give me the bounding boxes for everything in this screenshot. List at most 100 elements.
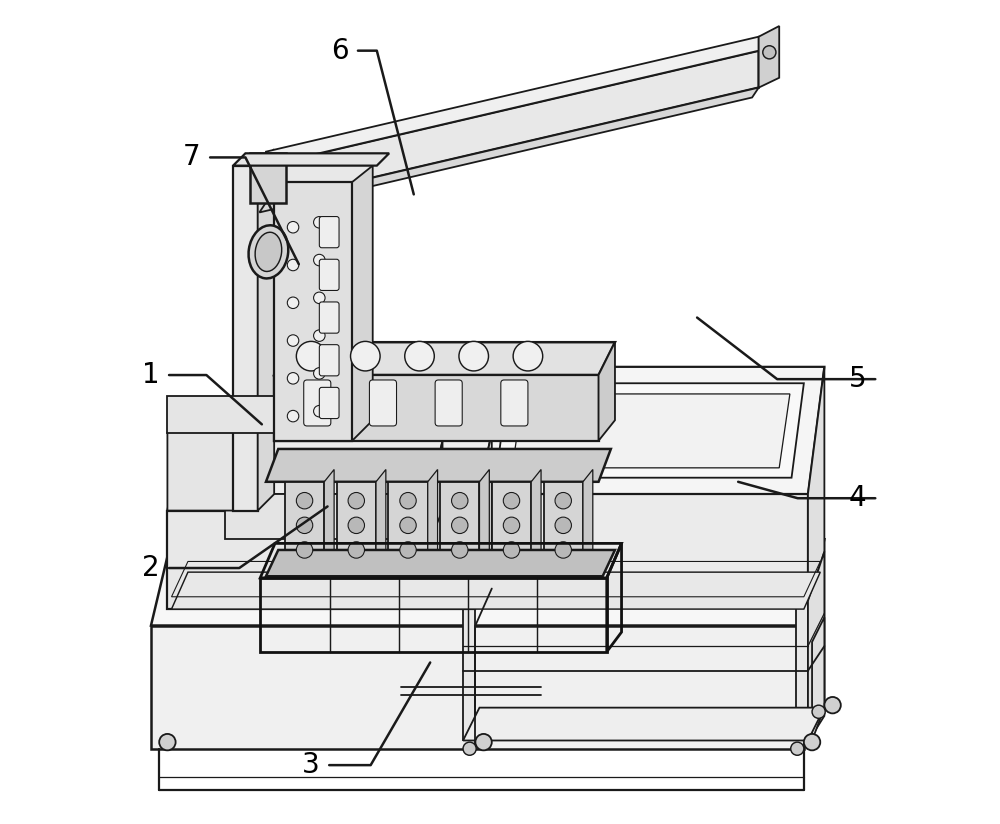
Circle shape (763, 46, 776, 59)
Circle shape (351, 341, 380, 371)
Circle shape (555, 493, 571, 509)
Circle shape (287, 372, 299, 384)
Polygon shape (376, 470, 386, 564)
Circle shape (314, 405, 325, 417)
Polygon shape (274, 182, 352, 441)
Polygon shape (544, 482, 583, 564)
Polygon shape (796, 601, 808, 741)
Circle shape (296, 517, 313, 534)
Ellipse shape (255, 232, 282, 271)
Polygon shape (266, 550, 615, 576)
Polygon shape (352, 166, 373, 441)
Polygon shape (167, 396, 274, 433)
Circle shape (503, 541, 520, 558)
Polygon shape (479, 470, 489, 564)
Text: 1: 1 (142, 361, 160, 389)
Circle shape (287, 410, 299, 422)
Circle shape (314, 368, 325, 379)
Circle shape (452, 541, 468, 558)
Polygon shape (808, 367, 824, 601)
Polygon shape (259, 87, 759, 213)
FancyBboxPatch shape (304, 380, 331, 426)
Circle shape (475, 734, 492, 751)
Polygon shape (167, 412, 233, 511)
Circle shape (296, 341, 326, 371)
Circle shape (287, 335, 299, 346)
Circle shape (804, 734, 820, 751)
Polygon shape (463, 367, 824, 494)
Circle shape (555, 541, 571, 558)
Circle shape (287, 297, 299, 308)
Circle shape (400, 541, 416, 558)
Circle shape (287, 222, 299, 233)
Polygon shape (258, 149, 274, 511)
Circle shape (513, 341, 543, 371)
Circle shape (503, 493, 520, 509)
Polygon shape (463, 494, 808, 601)
Circle shape (296, 493, 313, 509)
FancyBboxPatch shape (319, 217, 339, 248)
Text: 3: 3 (302, 751, 320, 780)
Circle shape (314, 292, 325, 303)
Circle shape (459, 341, 489, 371)
Polygon shape (250, 153, 286, 203)
Polygon shape (172, 572, 820, 609)
Polygon shape (233, 153, 389, 166)
Polygon shape (599, 342, 615, 441)
Circle shape (555, 517, 571, 534)
Circle shape (503, 517, 520, 534)
Circle shape (159, 734, 176, 751)
Polygon shape (266, 37, 759, 166)
Circle shape (400, 493, 416, 509)
Polygon shape (285, 482, 324, 564)
Polygon shape (812, 617, 824, 741)
Circle shape (314, 330, 325, 341)
Polygon shape (274, 375, 599, 441)
Circle shape (296, 541, 313, 558)
Polygon shape (804, 539, 824, 749)
Circle shape (348, 517, 364, 534)
Polygon shape (430, 441, 443, 539)
Polygon shape (337, 482, 376, 564)
FancyBboxPatch shape (369, 380, 397, 426)
Circle shape (463, 742, 476, 756)
Polygon shape (324, 470, 334, 564)
Circle shape (405, 341, 434, 371)
Polygon shape (233, 166, 258, 511)
Circle shape (314, 217, 325, 228)
Circle shape (824, 697, 841, 714)
Circle shape (314, 255, 325, 266)
Text: 4: 4 (848, 485, 866, 513)
Circle shape (287, 260, 299, 271)
Polygon shape (225, 441, 443, 494)
FancyBboxPatch shape (319, 387, 339, 419)
Polygon shape (759, 26, 779, 87)
Polygon shape (475, 433, 492, 609)
Polygon shape (428, 470, 438, 564)
Text: 5: 5 (848, 365, 866, 393)
FancyBboxPatch shape (319, 302, 339, 333)
Circle shape (348, 493, 364, 509)
Polygon shape (463, 601, 475, 741)
Polygon shape (512, 394, 790, 468)
Polygon shape (808, 551, 824, 741)
FancyBboxPatch shape (319, 344, 339, 376)
Polygon shape (583, 470, 593, 564)
Polygon shape (266, 50, 759, 203)
Polygon shape (266, 449, 611, 482)
Circle shape (452, 517, 468, 534)
Polygon shape (531, 470, 541, 564)
Ellipse shape (249, 225, 288, 279)
FancyBboxPatch shape (319, 260, 339, 290)
Text: 2: 2 (142, 554, 160, 582)
FancyBboxPatch shape (435, 380, 462, 426)
Polygon shape (388, 482, 428, 564)
Polygon shape (274, 342, 615, 375)
Circle shape (791, 742, 804, 756)
Polygon shape (440, 482, 479, 564)
Polygon shape (167, 433, 492, 511)
Polygon shape (492, 482, 531, 564)
Polygon shape (151, 625, 804, 749)
FancyBboxPatch shape (501, 380, 528, 426)
Polygon shape (225, 494, 430, 539)
